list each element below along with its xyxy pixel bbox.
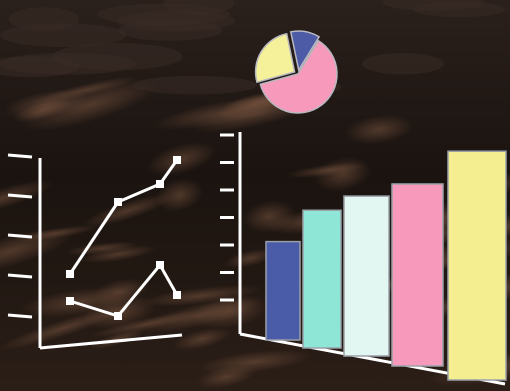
cloud-wisp bbox=[96, 3, 231, 26]
y-tick bbox=[7, 193, 33, 199]
cloud-wisp bbox=[224, 248, 276, 268]
cloud-wisp bbox=[0, 179, 54, 217]
pie-slice bbox=[259, 39, 338, 114]
line-chart bbox=[7, 153, 183, 350]
data-point bbox=[66, 297, 74, 305]
cloud-wisp bbox=[0, 23, 127, 48]
y-tick bbox=[7, 313, 33, 319]
cloud-wisp bbox=[82, 294, 156, 330]
cloud-wisp bbox=[146, 141, 217, 177]
x-axis-line bbox=[39, 333, 183, 350]
data-point bbox=[156, 261, 164, 269]
cloud-wisp bbox=[132, 75, 258, 95]
cloud-wisp bbox=[21, 79, 159, 131]
y-tick bbox=[7, 233, 33, 239]
bar bbox=[391, 183, 444, 367]
cloud-wisp bbox=[140, 285, 261, 307]
bar bbox=[447, 150, 507, 381]
series-line bbox=[68, 159, 179, 275]
cloud-wisp bbox=[197, 349, 312, 375]
data-point bbox=[114, 198, 122, 206]
y-tick bbox=[7, 273, 33, 279]
bar bbox=[343, 195, 390, 357]
cloud-wisp bbox=[155, 178, 204, 212]
pie-slice bbox=[289, 30, 321, 73]
cloud-wisp bbox=[0, 52, 136, 75]
data-point bbox=[66, 270, 74, 278]
cloud-wisp bbox=[344, 114, 414, 145]
bar bbox=[265, 240, 301, 341]
pie-chart bbox=[254, 30, 338, 114]
series-line bbox=[69, 262, 179, 318]
cloud-wisp bbox=[361, 53, 445, 75]
data-point bbox=[156, 180, 164, 188]
pie-slice bbox=[254, 32, 296, 84]
cloud-wisp bbox=[89, 329, 146, 350]
data-point bbox=[173, 291, 181, 299]
cloud-wisp bbox=[80, 245, 157, 264]
bar bbox=[302, 209, 342, 349]
data-point bbox=[114, 312, 122, 320]
bar-chart bbox=[220, 132, 507, 386]
cloud-wisp bbox=[172, 327, 231, 351]
cloud-wisp bbox=[31, 76, 137, 104]
cloud-wisp bbox=[382, 0, 486, 11]
cloud-wisp bbox=[286, 162, 366, 179]
cloud-wisp bbox=[13, 98, 72, 123]
cloud-wisp bbox=[138, 297, 262, 333]
cloud-wisp bbox=[242, 200, 296, 233]
cloud-wisp bbox=[13, 225, 98, 242]
data-point bbox=[173, 156, 181, 164]
y-tick bbox=[7, 153, 33, 159]
cloud-wisp bbox=[117, 19, 223, 41]
